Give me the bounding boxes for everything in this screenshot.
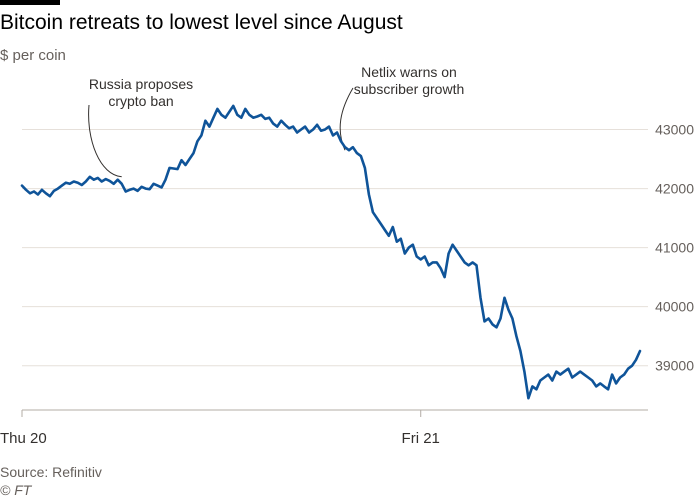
annotation-russia-text: crypto ban	[108, 93, 173, 109]
annotation-russia-text: Russia proposes	[89, 76, 193, 92]
x-tick-label: Thu 20	[0, 430, 47, 447]
line-chart: Thu 20 Fri 21 39000 40000 41000 42000 43000 R…	[0, 64, 694, 447]
source-note: Source: Refinitiv	[0, 464, 102, 480]
x-axis: Thu 20 Fri 21	[0, 409, 648, 447]
series-layer	[20, 104, 642, 400]
series-line-0	[20, 104, 642, 400]
y-tick-label: 42000	[655, 181, 694, 197]
y-tick-label: 43000	[655, 122, 694, 138]
annotation-leader-russia	[88, 104, 122, 178]
y-tick-label: 39000	[655, 358, 694, 374]
annotation-netflix-text: subscriber growth	[354, 81, 465, 97]
chart-subtitle-units: $ per coin	[0, 47, 66, 64]
y-axis: 39000 40000 41000 42000 43000	[655, 122, 694, 374]
gridlines	[22, 129, 648, 367]
credit-note: © FT	[0, 482, 32, 498]
y-tick-label: 40000	[655, 299, 694, 315]
annotation-netflix-text: Netlix warns on	[361, 64, 457, 80]
y-tick-label: 41000	[655, 240, 694, 256]
chart-title: Bitcoin retreats to lowest level since A…	[0, 11, 403, 34]
x-tick-label: Fri 21	[402, 430, 440, 447]
ft-top-rule	[0, 0, 60, 5]
